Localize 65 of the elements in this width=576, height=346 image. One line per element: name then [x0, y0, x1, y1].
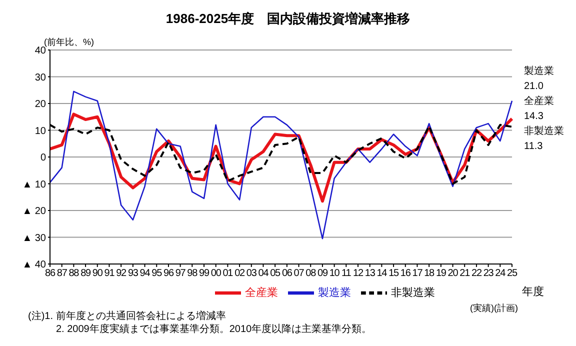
x-tick-label: 25 — [507, 268, 518, 280]
y-axis-title: (前年比、%) — [44, 36, 94, 47]
text: (実績)(計画) — [470, 302, 518, 315]
y-tick-label: 20 — [34, 99, 46, 110]
x-tick-label: 96 — [163, 268, 174, 280]
x-tick-label: 23 — [483, 268, 494, 280]
x-tick-label: 01 — [222, 268, 234, 280]
x-tick-label: 98 — [187, 268, 198, 280]
x-tick-label: 04 — [258, 268, 270, 280]
x-tick-label: 05 — [270, 268, 282, 280]
legend-label: 製造業 — [318, 286, 351, 299]
y-tick-label: ▲ 20 — [22, 206, 46, 218]
x-tick-label: 00 — [210, 268, 222, 280]
y-tick-label: ▲ 10 — [22, 179, 46, 190]
x-tick-label: 09 — [317, 268, 328, 280]
x-tick-label: 93 — [128, 268, 139, 280]
legend-label: 非製造業 — [391, 286, 435, 299]
x-tick-label: 92 — [116, 268, 128, 280]
text: 14.3 — [524, 110, 544, 124]
x-tick-label: 15 — [388, 268, 400, 280]
x-tick-label: 22 — [471, 268, 482, 280]
x-tick-label: 10 — [329, 268, 340, 280]
legend-label: 全産業 — [245, 286, 278, 299]
x-tick-label: 99 — [199, 268, 210, 280]
text: 全産業 — [524, 94, 555, 109]
y-tick-label: ▲ 40 — [22, 260, 46, 271]
y-tick-label: 30 — [34, 72, 46, 84]
x-tick-label: 08 — [306, 268, 317, 280]
x-axis-title: 年度 — [522, 284, 544, 299]
x-tick-label: 97 — [175, 268, 186, 280]
x-tick-label: 16 — [400, 268, 412, 280]
text: 21.0 — [524, 80, 544, 94]
text: 2. 2009年度実績までは事業基準分類。2010年度以降は主業基準分類。 — [55, 323, 372, 336]
x-tick-label: 11 — [342, 268, 352, 280]
x-tick-label: 14 — [376, 268, 388, 280]
x-tick-label: 94 — [140, 268, 151, 280]
x-tick-label: 17 — [412, 268, 424, 280]
chart-title: 1986-2025年度 国内設備投資増減率推移 — [164, 10, 412, 28]
x-tick-label: 02 — [234, 268, 246, 280]
x-tick-label: 91 — [104, 268, 116, 280]
text: 製造業 — [524, 64, 555, 79]
text: 11.3 — [524, 140, 544, 154]
x-tick-label: 21 — [460, 268, 471, 280]
x-tick-label: 24 — [495, 268, 506, 280]
x-tick-label: 87 — [56, 268, 68, 280]
x-tick-label: 12 — [353, 268, 364, 280]
y-tick-label: 0 — [40, 152, 46, 164]
x-tick-label: 18 — [424, 268, 436, 280]
x-tick-label: 86 — [45, 268, 56, 280]
x-tick-label: 90 — [92, 268, 104, 280]
x-tick-label: 13 — [364, 268, 376, 280]
x-tick-label: 20 — [448, 268, 459, 280]
x-tick-label: 89 — [80, 268, 92, 280]
y-tick-label: ▲ 30 — [22, 232, 46, 244]
text: 非製造業 — [524, 124, 564, 139]
y-tick-label: 40 — [34, 46, 46, 57]
text: (注)1. 前年度との共通回答会社による増減率 — [28, 310, 227, 323]
y-tick-label: 10 — [34, 126, 46, 137]
x-tick-label: 07 — [294, 268, 305, 280]
line-series — [49, 90, 513, 240]
x-tick-label: 19 — [436, 268, 447, 280]
x-tick-label: 95 — [152, 268, 163, 280]
x-tick-label: 03 — [246, 268, 258, 280]
x-tick-label: 88 — [68, 268, 80, 280]
x-tick-label: 06 — [282, 268, 293, 280]
